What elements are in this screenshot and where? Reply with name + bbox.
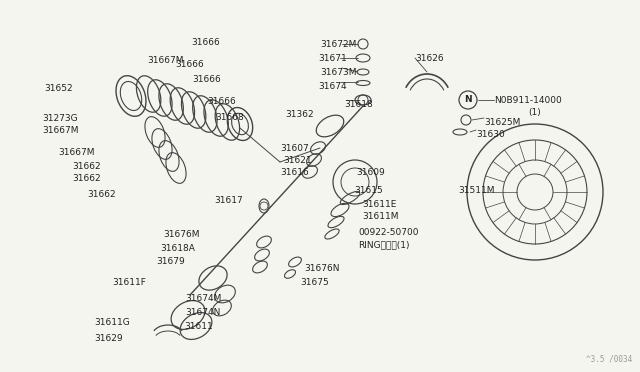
Text: 31666: 31666 bbox=[207, 97, 236, 106]
Text: 31630: 31630 bbox=[476, 130, 505, 139]
Text: 31662: 31662 bbox=[72, 174, 100, 183]
Text: 31616: 31616 bbox=[280, 168, 308, 177]
Text: 31666: 31666 bbox=[175, 60, 204, 69]
Text: 31273G: 31273G bbox=[42, 114, 77, 123]
Text: 31676N: 31676N bbox=[304, 264, 339, 273]
Text: 00922-50700: 00922-50700 bbox=[358, 228, 419, 237]
Text: 31674M: 31674M bbox=[185, 294, 221, 303]
Text: 31676M: 31676M bbox=[163, 230, 200, 239]
Text: 31611F: 31611F bbox=[112, 278, 146, 287]
Text: 31679: 31679 bbox=[156, 257, 185, 266]
Text: 31362: 31362 bbox=[285, 110, 314, 119]
Text: 31629: 31629 bbox=[94, 334, 123, 343]
Text: 31626: 31626 bbox=[415, 54, 444, 63]
Text: 31675: 31675 bbox=[300, 278, 329, 287]
Text: 31673M: 31673M bbox=[320, 68, 356, 77]
Text: 31625M: 31625M bbox=[484, 118, 520, 127]
Text: 31617: 31617 bbox=[214, 196, 243, 205]
Text: 31672M: 31672M bbox=[320, 40, 356, 49]
Text: 31667M: 31667M bbox=[42, 126, 79, 135]
Text: 31621: 31621 bbox=[283, 156, 312, 165]
Text: 31671: 31671 bbox=[318, 54, 347, 63]
Text: 31666: 31666 bbox=[192, 75, 221, 84]
Text: N: N bbox=[464, 96, 472, 105]
Text: (1): (1) bbox=[528, 108, 541, 117]
Text: 31609: 31609 bbox=[356, 168, 385, 177]
Text: 31618: 31618 bbox=[344, 100, 372, 109]
Text: 31611G: 31611G bbox=[94, 318, 130, 327]
Text: 31668: 31668 bbox=[215, 113, 244, 122]
Text: 31666: 31666 bbox=[191, 38, 220, 47]
Text: 31618A: 31618A bbox=[160, 244, 195, 253]
Text: 31662: 31662 bbox=[87, 190, 116, 199]
Text: 31667M: 31667M bbox=[58, 148, 95, 157]
Text: 31615: 31615 bbox=[354, 186, 383, 195]
Text: 31662: 31662 bbox=[72, 162, 100, 171]
Text: 31674N: 31674N bbox=[185, 308, 220, 317]
Text: 31652: 31652 bbox=[44, 84, 72, 93]
Text: N0B911-14000: N0B911-14000 bbox=[494, 96, 562, 105]
Text: 31667M: 31667M bbox=[147, 56, 184, 65]
Text: 31611: 31611 bbox=[184, 322, 212, 331]
Text: RINGリング(1): RINGリング(1) bbox=[358, 240, 410, 249]
Text: 31674: 31674 bbox=[318, 82, 347, 91]
Text: 31607: 31607 bbox=[280, 144, 308, 153]
Text: 31611E: 31611E bbox=[362, 200, 396, 209]
Text: 31611M: 31611M bbox=[362, 212, 399, 221]
Text: ^3.5 /0034: ^3.5 /0034 bbox=[586, 355, 632, 364]
Text: 31511M: 31511M bbox=[458, 186, 495, 195]
